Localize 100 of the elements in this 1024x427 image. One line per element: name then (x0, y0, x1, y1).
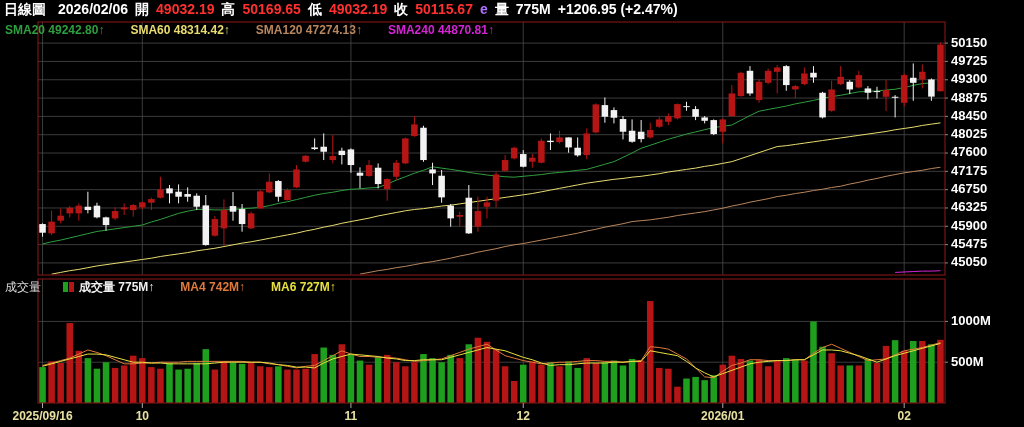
bar (193, 363, 200, 403)
bar (547, 362, 554, 403)
bar (157, 368, 164, 403)
bar (139, 358, 146, 403)
candlestick (728, 84, 736, 118)
text: SMA60 48314.42↑ (130, 23, 230, 37)
candlestick (737, 71, 745, 98)
candlestick (411, 115, 418, 138)
candlestick (275, 179, 282, 203)
x-tick-label: 12 (516, 409, 531, 423)
bar (456, 358, 464, 403)
candlestick (483, 196, 491, 219)
bar (247, 363, 255, 403)
candlestick (356, 166, 364, 189)
bar (937, 339, 944, 403)
x-tick-label: 10 (135, 409, 150, 423)
text: 開 (135, 1, 150, 17)
bar (828, 353, 835, 403)
text: SMA120 47274.13↑ (255, 23, 362, 37)
text: MA6 727M↑ (271, 280, 336, 294)
candlestick (583, 127, 590, 160)
text: e (479, 1, 488, 17)
bar (57, 363, 64, 403)
candlestick (320, 132, 327, 161)
candlestick (220, 198, 228, 247)
y-tick-label: 47175 (951, 162, 988, 178)
text: 50169.65 (242, 1, 302, 17)
x-tick-label: 11 (344, 409, 358, 423)
bar (565, 361, 572, 403)
text: 49032.19 (156, 1, 215, 17)
bar (683, 378, 690, 403)
candlestick (919, 63, 926, 89)
bar (293, 369, 300, 403)
bar (783, 358, 790, 403)
y-tick-label: 1000M (951, 312, 991, 328)
bar (102, 362, 110, 403)
candlestick (393, 159, 400, 181)
candlestick (256, 189, 264, 210)
bar (919, 341, 926, 403)
candlestick (474, 196, 482, 233)
candlestick (538, 137, 545, 164)
bar (710, 375, 717, 403)
chart-title: 成交量 (5, 280, 41, 294)
bar (928, 344, 935, 403)
text: SMA240 44870.81↑ (387, 23, 494, 37)
candlestick (783, 64, 790, 92)
candlestick (438, 169, 445, 204)
bar (175, 369, 182, 403)
text: 49032.19 (328, 1, 388, 17)
candlestick (175, 183, 182, 204)
y-tick-label: 49725 (951, 52, 988, 68)
bar (184, 368, 191, 403)
candlestick (238, 203, 246, 233)
text: 高 (221, 1, 236, 17)
bar (583, 358, 590, 403)
bar (284, 369, 291, 403)
y-tick-label: 50150 (951, 34, 988, 50)
text: 收 (394, 1, 410, 17)
line-series (359, 166, 941, 275)
candlestick (864, 85, 872, 100)
bar (411, 362, 418, 403)
bar (619, 365, 627, 403)
bar (166, 363, 173, 403)
bar (320, 347, 327, 403)
text: 量 (493, 1, 509, 17)
text: 775M (515, 1, 551, 17)
bar (674, 386, 681, 403)
y-tick-label: 49300 (951, 71, 988, 87)
candlestick (909, 62, 917, 102)
text: 2026/02/06 (58, 1, 129, 17)
text: 日線圖 (4, 1, 46, 17)
bar (347, 354, 355, 403)
candlestick (429, 162, 436, 186)
candlestick (882, 79, 890, 112)
candlestick (329, 134, 337, 164)
y-tick-label: 500M (951, 353, 984, 369)
bar (302, 368, 309, 403)
bar (692, 376, 699, 403)
bar (538, 364, 545, 403)
bar (501, 366, 509, 403)
text: +1206.95 (+2.47%) (557, 1, 678, 17)
y-tick-label: 48450 (951, 107, 988, 123)
bar (229, 363, 237, 403)
candlestick (166, 184, 173, 204)
candlestick (374, 162, 382, 189)
bar (402, 366, 409, 403)
candlestick (211, 215, 219, 238)
candlestick (828, 80, 835, 113)
bar (519, 364, 527, 403)
text: MA4 742M↑ (180, 280, 246, 294)
y-tick-label: 45900 (951, 217, 988, 233)
candlestick (837, 65, 844, 86)
text: 50115.67 (415, 1, 474, 17)
bar (393, 362, 400, 403)
y-tick-label: 48875 (951, 89, 988, 105)
x-tick-label: 2026/01 (701, 409, 745, 423)
candlestick (619, 115, 627, 140)
y-tick-label: 46325 (951, 199, 988, 215)
text: SMA20 49242.80↑ (5, 23, 105, 37)
text: 低 (306, 1, 322, 17)
